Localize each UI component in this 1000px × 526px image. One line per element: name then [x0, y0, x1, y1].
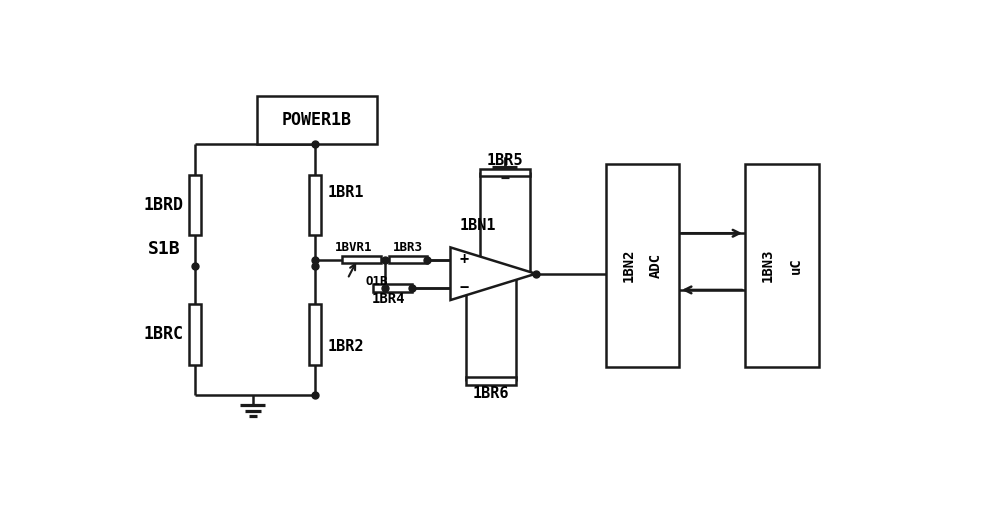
Text: 1BR1: 1BR1	[328, 185, 365, 200]
Text: 1BN1: 1BN1	[459, 218, 496, 232]
Text: ADC: ADC	[649, 253, 663, 278]
Bar	[373, 284, 412, 291]
Text: 1BRD: 1BRD	[143, 196, 183, 214]
Bar	[388, 256, 427, 263]
Text: −: −	[459, 280, 468, 296]
Text: 1BR2: 1BR2	[328, 339, 365, 354]
Text: 1BN3: 1BN3	[761, 249, 775, 282]
Text: POWER1B: POWER1B	[282, 111, 352, 129]
Text: 1BR3: 1BR3	[393, 241, 423, 254]
Text: 1BRC: 1BRC	[143, 326, 183, 343]
Bar	[480, 169, 530, 176]
Text: 1BR6: 1BR6	[473, 386, 509, 401]
Bar	[257, 96, 377, 144]
Text: O1B: O1B	[365, 275, 388, 288]
Bar	[466, 378, 516, 385]
Bar	[189, 304, 201, 365]
Bar	[309, 304, 321, 365]
Text: 1BVR1: 1BVR1	[335, 241, 372, 254]
Text: 1BR4: 1BR4	[372, 292, 405, 306]
Bar	[309, 175, 321, 235]
Text: S1B: S1B	[148, 240, 181, 258]
Bar	[606, 164, 679, 367]
Text: uC: uC	[789, 257, 803, 274]
Text: 1BR5: 1BR5	[486, 153, 523, 168]
Text: +: +	[459, 252, 468, 267]
Bar	[189, 175, 201, 235]
Polygon shape	[450, 247, 536, 300]
Bar	[745, 164, 819, 367]
Text: 1BN2: 1BN2	[621, 249, 635, 282]
Bar	[342, 256, 381, 263]
